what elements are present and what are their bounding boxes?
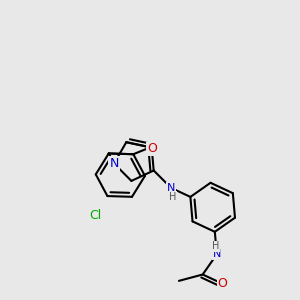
Text: H: H: [212, 241, 219, 251]
Text: O: O: [147, 142, 157, 155]
Text: N: N: [213, 249, 221, 259]
Text: N: N: [167, 183, 175, 193]
Text: N: N: [109, 157, 119, 170]
Text: O: O: [218, 277, 227, 290]
Text: Cl: Cl: [89, 209, 102, 222]
Text: H: H: [169, 192, 176, 202]
